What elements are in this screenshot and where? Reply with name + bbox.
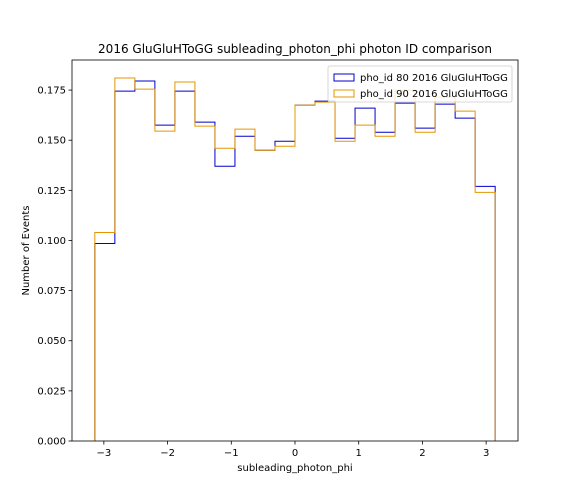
histogram-bin [155, 131, 175, 441]
legend-label: pho_id 90 2016 GluGluHToGG [360, 89, 508, 100]
legend-swatch [333, 89, 355, 98]
histogram-bin [255, 150, 275, 441]
series-layer [94, 77, 496, 441]
y-tick-label: 0.100 [37, 236, 66, 247]
histogram-bin [95, 232, 115, 441]
x-tick-label: 1 [356, 448, 362, 459]
y-tick-label: 0.125 [37, 186, 66, 197]
y-tick-label: 0.175 [37, 86, 66, 97]
x-tick-label: 3 [483, 448, 489, 459]
histogram-bin [295, 105, 315, 441]
x-tick-label: 0 [292, 448, 298, 459]
y-axis: 0.000 0.025 0.050 0.075 0.100 0.125 0.150 0.175 [37, 86, 72, 448]
histogram-bin [315, 102, 335, 441]
histogram-bin [175, 82, 195, 441]
histogram-bin [115, 78, 135, 441]
histogram-bin [215, 148, 235, 441]
histogram-bin [475, 192, 495, 441]
histogram-bin [455, 111, 475, 441]
y-tick-label: 0.075 [37, 286, 66, 297]
y-axis-label: Number of Events [21, 205, 32, 295]
histogram-bin [135, 89, 155, 441]
x-axis: −3 −2 −1 0 1 2 3 [96, 441, 489, 459]
x-axis-label: subleading_photon_phi [237, 463, 352, 474]
series-2 [94, 77, 496, 441]
legend-box [327, 65, 513, 103]
histogram-bin [355, 125, 375, 441]
x-tick-label: −2 [160, 448, 175, 459]
chart-title: 2016 GluGluHToGG subleading_photon_phi p… [98, 42, 492, 56]
y-tick-label: 0.150 [37, 136, 66, 147]
y-tick-label: 0.000 [37, 437, 66, 448]
histogram-bin [335, 141, 355, 441]
legend-label: pho_id 80 2016 GluGluHToGG [360, 73, 508, 84]
x-tick-label: −3 [96, 448, 111, 459]
y-tick-label: 0.025 [37, 386, 66, 397]
histogram-bin [235, 129, 255, 441]
histogram-bin [435, 97, 455, 441]
x-tick-label: −1 [224, 448, 239, 459]
histogram-bin [275, 146, 295, 441]
legend: pho_id 80 2016 GluGluHToGG pho_id 90 2016… [327, 65, 513, 103]
y-tick-label: 0.050 [37, 336, 66, 347]
series-2-step-line [94, 77, 496, 441]
histogram-bin [395, 90, 415, 441]
legend-swatch [333, 73, 355, 82]
histogram-bin [415, 132, 435, 441]
histogram-bin [375, 136, 395, 441]
x-tick-label: 2 [419, 448, 425, 459]
histogram-bin [195, 126, 215, 441]
